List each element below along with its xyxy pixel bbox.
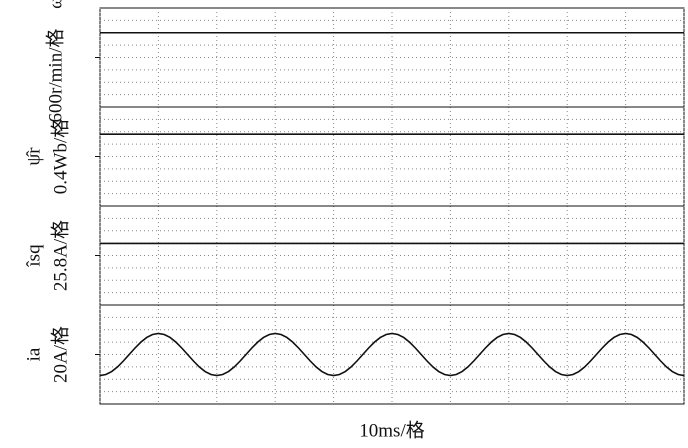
channel-scale: 25.8A/格 <box>49 220 71 291</box>
channel-scale: 600r/min/格 <box>44 29 66 123</box>
channel-symbol: ia <box>23 347 44 361</box>
channel-scale: 0.4Wb/格 <box>49 119 71 194</box>
x-axis-label: 10ms/格 <box>359 419 424 441</box>
channel-symbol: îsq <box>23 244 44 268</box>
channel-scale: 20A/格 <box>49 326 71 383</box>
channel-symbol: ψ̂r <box>23 147 44 166</box>
channel-symbol: ω̂r <box>45 0 66 9</box>
trace <box>99 332 685 377</box>
